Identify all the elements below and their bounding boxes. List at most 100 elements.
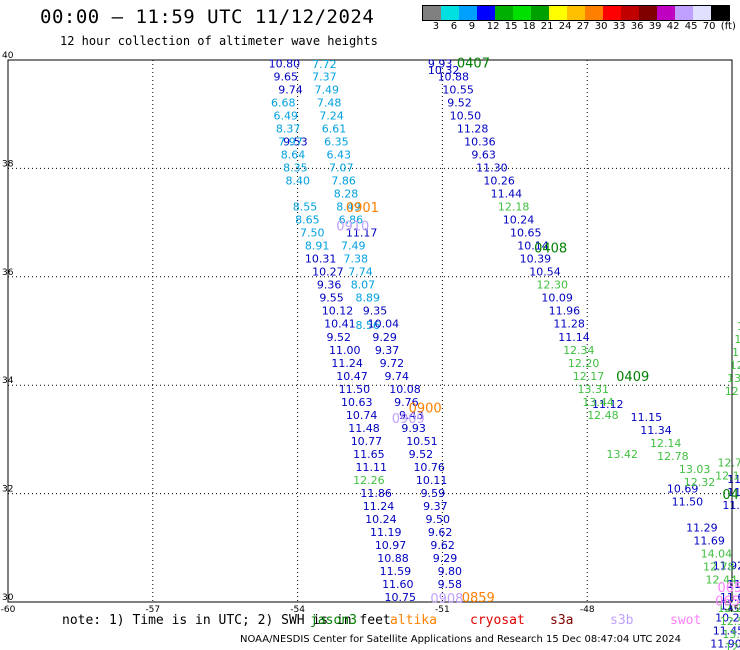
data-label: 8.49	[336, 201, 361, 214]
data-label: 10.36	[464, 136, 496, 149]
data-label: 7.38	[343, 253, 368, 266]
y-tick-label: 34	[2, 376, 14, 386]
scale-swatch	[531, 6, 549, 20]
data-label: 11.69	[693, 535, 725, 548]
data-label: 9.72	[380, 357, 405, 370]
data-label: 10.88	[438, 71, 470, 84]
scale-swatch	[603, 6, 621, 20]
data-label: 10.54	[529, 266, 561, 279]
x-tick-label: -57	[145, 605, 160, 615]
data-label: 10.51	[406, 435, 438, 448]
y-tick-label: 30	[2, 593, 14, 603]
scale-label: 33	[612, 21, 626, 32]
data-label: 7.72	[312, 58, 337, 71]
pass-time-label: 0408	[534, 241, 567, 256]
data-label: 9.63	[471, 149, 496, 162]
data-label: 7.48	[317, 97, 342, 110]
chart-title: 00:00 – 11:59 UTC 11/12/2024	[40, 6, 375, 28]
data-label: 10.97	[375, 539, 407, 552]
legend-swot: swot	[670, 613, 702, 628]
scale-label: 21	[540, 21, 554, 32]
data-label: 7.74	[348, 266, 373, 279]
plot-frame	[7, 59, 733, 603]
data-label: 7.49	[341, 240, 366, 253]
data-label: 10.55	[442, 84, 474, 97]
data-label: 7.86	[331, 175, 356, 188]
scale-label: 15	[504, 21, 518, 32]
data-label: 13.27	[737, 320, 740, 333]
y-tick-label: 36	[2, 268, 14, 278]
data-label: 11.65	[720, 591, 740, 604]
credit-line: NOAA/NESDIS Center for Satellite Applica…	[240, 634, 682, 645]
x-tick-label: -51	[435, 605, 450, 615]
data-label: 11.78	[727, 473, 740, 486]
scale-label: (ft)	[720, 21, 736, 32]
scale-label: 27	[576, 21, 590, 32]
data-label: 9.29	[433, 552, 458, 565]
scale-swatch	[459, 6, 477, 20]
data-label: 11.11	[356, 461, 388, 474]
data-label: 9.59	[421, 487, 446, 500]
data-label: 11.29	[686, 522, 718, 535]
data-label: 11.00	[329, 344, 361, 357]
data-label: 10.31	[305, 253, 337, 266]
data-label: 10.11	[416, 474, 448, 487]
data-label: 10.04	[368, 318, 400, 331]
scale-swatch	[513, 6, 531, 20]
data-label: 6.68	[271, 97, 296, 110]
scale-label: 3	[432, 21, 440, 32]
data-label: 12.14	[650, 437, 682, 450]
data-label: 10.80	[269, 58, 301, 71]
scale-label: 42	[666, 21, 680, 32]
data-label: 12.20	[718, 602, 740, 615]
data-label: 9.62	[430, 539, 455, 552]
data-label: 11.44	[491, 188, 522, 201]
y-tick-label: 40	[2, 51, 14, 61]
data-label: 11.48	[348, 422, 380, 435]
data-label: 7.07	[329, 162, 354, 175]
scale-swatch	[495, 6, 513, 20]
data-label: 11.65	[353, 448, 385, 461]
data-label: 11.34	[640, 424, 672, 437]
data-label: 10.69	[667, 483, 699, 496]
data-label: 8.07	[351, 279, 376, 292]
scale-label: 70	[702, 21, 716, 32]
data-label: 10.27	[312, 266, 344, 279]
data-label: 9.52	[409, 448, 434, 461]
data-label: 13.44	[582, 396, 614, 409]
legend-s3a: s3a	[550, 613, 574, 628]
data-label: 9.50	[426, 513, 451, 526]
data-label: 11.86	[360, 487, 392, 500]
wave-height-scale-labels: 3 6 9 12 15 18 21 24 27 30 33 36 39 42 45 70 (ft)	[422, 21, 738, 33]
data-label: 9.80	[438, 565, 463, 578]
x-tick-label: -54	[290, 605, 305, 615]
pass-time-label: 0651	[718, 581, 740, 596]
scale-label: 6	[450, 21, 458, 32]
data-label: 11.24	[331, 357, 363, 370]
data-label: 8.91	[305, 240, 330, 253]
data-label: 12.18	[498, 201, 530, 214]
data-label: 11.15	[631, 411, 663, 424]
scale-swatch	[423, 6, 441, 20]
data-label: 11.45	[713, 625, 740, 638]
data-label: 11.12	[592, 398, 624, 411]
data-label: 10.24	[365, 513, 397, 526]
data-label: 12.48	[587, 409, 619, 422]
data-label: 9.55	[319, 292, 344, 305]
data-label: 10.74	[346, 409, 378, 422]
data-label: 12.32	[684, 476, 716, 489]
data-label: 11.24	[363, 500, 395, 513]
scale-swatch	[441, 6, 459, 20]
data-label: 10.41	[324, 318, 356, 331]
data-label: 11.96	[549, 305, 581, 318]
data-label: 6.61	[322, 123, 347, 136]
scale-label: 24	[558, 21, 572, 32]
data-label: 12.30	[537, 279, 569, 292]
data-label: 14.04	[701, 548, 733, 561]
data-label: 10.29	[715, 612, 740, 625]
x-tick-label: -45	[725, 605, 740, 615]
data-label: 11.59	[380, 565, 412, 578]
pass-time-label: 0410	[722, 488, 740, 503]
data-label: 8.28	[334, 188, 359, 201]
